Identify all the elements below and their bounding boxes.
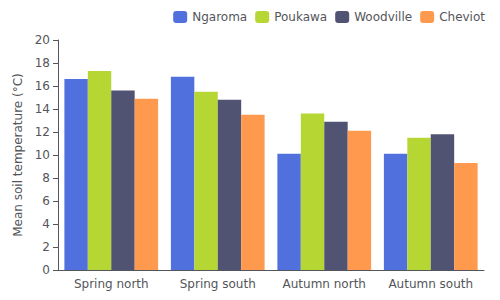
svg-text:Cheviot: Cheviot bbox=[439, 10, 485, 24]
svg-text:Spring north: Spring north bbox=[74, 277, 149, 291]
svg-text:18: 18 bbox=[35, 56, 50, 70]
svg-text:16: 16 bbox=[35, 79, 50, 93]
svg-text:2: 2 bbox=[42, 240, 50, 254]
svg-text:6: 6 bbox=[42, 194, 50, 208]
svg-text:12: 12 bbox=[35, 125, 50, 139]
svg-text:20: 20 bbox=[35, 33, 50, 47]
svg-text:10: 10 bbox=[35, 148, 50, 162]
svg-text:0: 0 bbox=[42, 263, 50, 277]
svg-text:8: 8 bbox=[42, 171, 50, 185]
svg-text:4: 4 bbox=[42, 217, 50, 231]
svg-text:Mean soil temperature (°C): Mean soil temperature (°C) bbox=[11, 73, 25, 237]
svg-text:Autumn south: Autumn south bbox=[388, 277, 473, 291]
svg-text:Woodville: Woodville bbox=[354, 10, 412, 24]
svg-text:Spring south: Spring south bbox=[180, 277, 256, 291]
svg-text:Autumn north: Autumn north bbox=[283, 277, 366, 291]
svg-text:Poukawa: Poukawa bbox=[274, 10, 327, 24]
svg-text:14: 14 bbox=[35, 102, 50, 116]
svg-text:Ngaroma: Ngaroma bbox=[192, 10, 247, 24]
